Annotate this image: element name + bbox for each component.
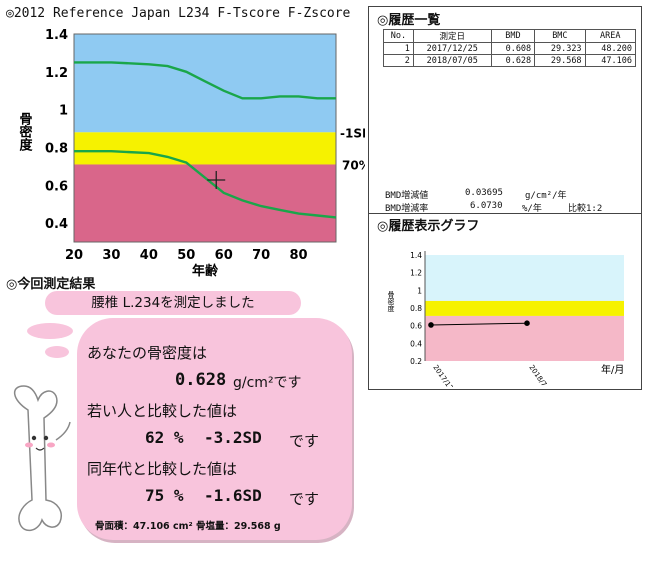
history-graph-title: ◎履歴表示グラフ [377,219,480,234]
hist-y-tick-label: 0.2 [410,357,422,366]
bubble-small-2 [45,346,69,358]
history-cell: 0.628 [490,54,536,67]
hist-y-axis-label: 骨密度 [387,291,395,313]
bmd-delta-value: 0.03695 [465,188,503,198]
hist-x-tick-label: 2017/12 [431,364,454,387]
history-cell: 2017/12/25 [412,42,492,55]
band-pink [74,164,336,242]
x-tick-label: 20 [65,248,83,263]
x-axis-label: 年齢 [192,263,219,279]
y-axis-label: 骨密度 [17,112,34,152]
bmd-value: 0.628 [175,370,227,390]
x-tick-label: 60 [215,248,233,263]
history-row[interactable]: 1 2017/12/25 0.608 29.323 48.200 [383,42,637,55]
history-cell: 29.568 [534,54,586,67]
history-column-header: 測定日 [412,29,492,43]
x-tick-label: 80 [290,248,308,263]
hist-band-yellow [425,300,624,316]
hist-x-unit-label: 年/月 [601,363,624,376]
bmd-rate-unit: %/年 [522,204,542,214]
bmd-label: あなたの骨密度は [87,344,208,362]
result-footer: 骨面積：47.106 cm² 骨塩量：29.568 g [95,521,281,532]
history-panel: ◎履歴一覧 No. 測定日 BMD BMC AREA 1 2017/12/25 0.608 2… [368,6,642,390]
y-tick-label: 1.4 [45,28,68,43]
y-tick-label: 0.6 [45,179,68,194]
history-row[interactable]: 2 2018/07/05 0.628 29.568 47.106 [383,54,637,67]
hist-y-tick-label: 1 [417,286,422,295]
hist-y-tick-label: 0.6 [410,322,422,331]
band-label-70: 70% [342,158,365,172]
result-section-title: ◎今回測定結果 [6,277,96,292]
bone-mascot-icon [14,385,71,532]
history-cell: 47.106 [584,54,637,67]
compare-label: 比較1:2 [568,204,603,214]
history-cell: 0.608 [490,42,536,55]
result-banner: 腰椎 L.234を測定しました [45,291,301,315]
age-percent: 75 % [145,486,184,505]
hist-y-tick-label: 1.2 [410,269,422,278]
age-sd: -1.6SD [204,486,262,505]
hist-band-blue [425,255,624,301]
history-column-header: BMC [534,29,586,43]
bmd-rate-value: 6.0730 [470,201,503,211]
x-tick-label: 40 [140,248,158,263]
band-label-1sd: -1SD [340,126,365,140]
y-tick-label: 1.2 [45,66,68,81]
history-cell: 48.200 [584,42,637,55]
plot-frame [73,33,337,243]
history-column-header: No. [383,29,414,43]
young-label: 若い人と比較した値は [87,402,238,420]
y-tick-label: 1 [59,104,68,119]
bubble-small-1 [27,323,73,339]
age-label: 同年代と比較した値は [87,460,238,478]
hist-series-line [430,322,528,326]
hist-x-tick-label: 2018/7 [527,364,548,387]
y-tick-label: 0.4 [45,217,68,232]
history-cell: 29.323 [534,42,586,55]
age-suffix: です [289,490,320,508]
young-sd: -3.2SD [204,428,262,447]
y-tick-label: 0.8 [45,141,68,156]
result-card: あなたの骨密度は 0.628 g/cm²です 若い人と比較した値は 62 % -… [77,318,352,540]
x-tick-label: 70 [252,248,270,263]
band-yellow [74,132,336,165]
history-column-header: BMD [490,29,536,43]
bmd-delta-label: BMD増減値 [385,191,429,201]
bmd-delta-unit: g/cm²/年 [525,191,567,201]
hist-y-tick-label: 0.8 [410,304,422,313]
hist-point [428,322,434,328]
x-tick-label: 30 [102,248,120,263]
history-cell: 1 [383,42,414,55]
history-title: ◎履歴一覧 [377,13,441,28]
hist-y-tick-label: 0.4 [410,339,422,348]
hist-point [524,320,530,326]
young-percent: 62 % [145,428,184,447]
history-cell: 2018/07/05 [412,54,492,67]
x-tick-label: 50 [177,248,195,263]
history-column-header: AREA [584,29,637,43]
series-line-1 [74,61,336,100]
main-chart-title: ◎2012 Reference Japan L234 F-Tscore F-Zs… [6,6,351,21]
bmd-rate-label: BMD増減率 [385,204,429,214]
series-line-3 [74,150,337,219]
history-table: No. 測定日 BMD BMC AREA 1 2017/12/25 0.608 29.323 4… [383,29,637,67]
hist-y-tick-label: 1.4 [410,251,422,260]
young-suffix: です [289,432,320,450]
history-divider [369,213,641,214]
history-cell: 2 [383,54,414,67]
bmd-unit: g/cm²です [233,375,302,391]
band-blue [74,34,336,133]
